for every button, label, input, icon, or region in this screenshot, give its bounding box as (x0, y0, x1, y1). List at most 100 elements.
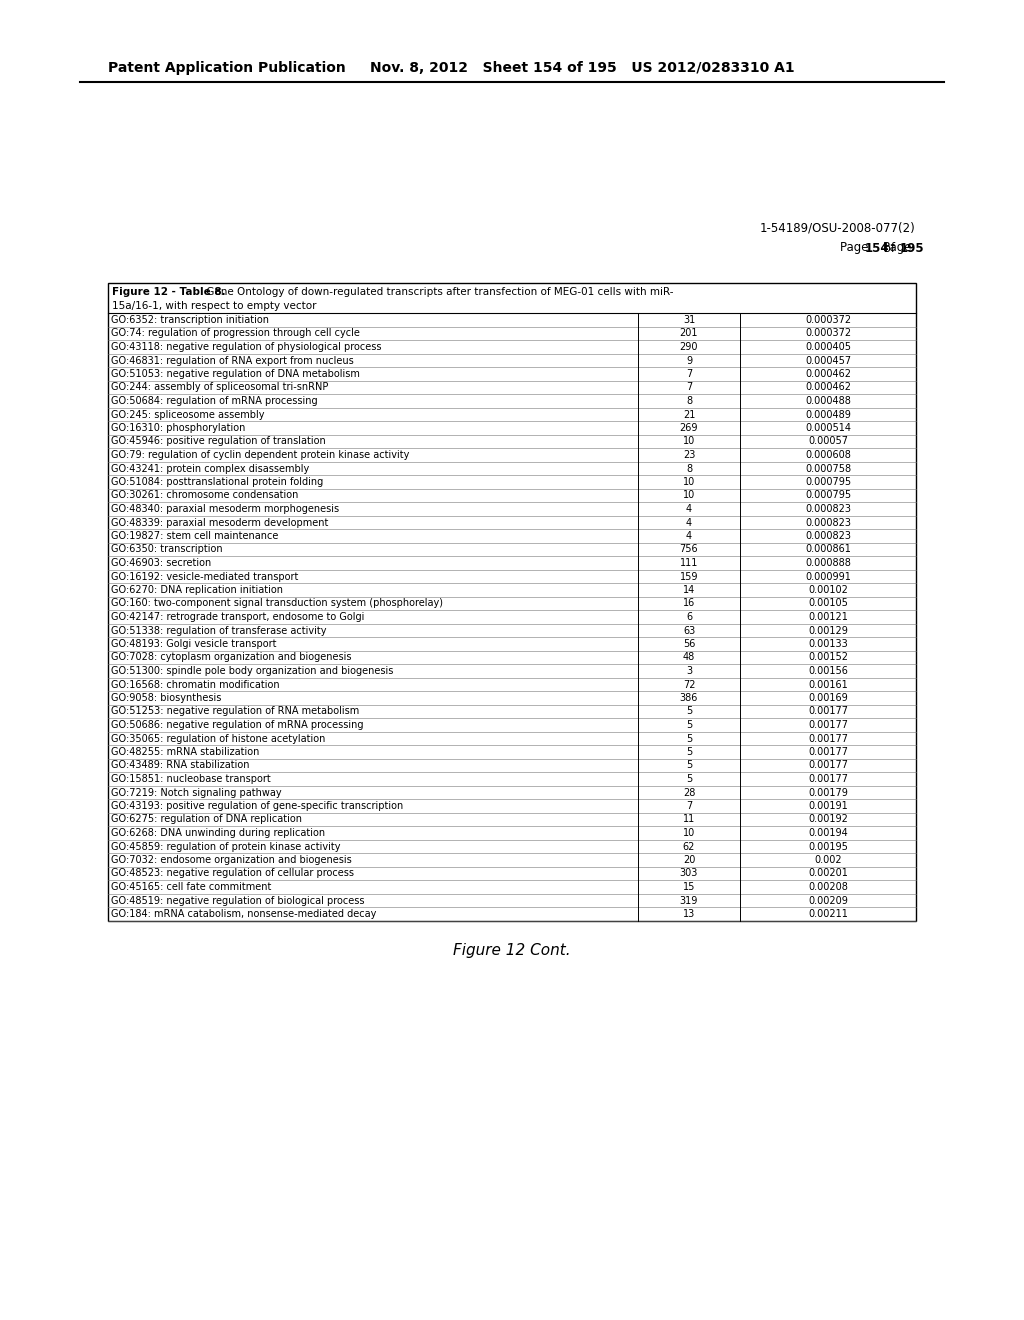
Text: 0.00177: 0.00177 (808, 734, 848, 743)
Text: GO:48255: mRNA stabilization: GO:48255: mRNA stabilization (111, 747, 259, 756)
Text: 0.000861: 0.000861 (805, 544, 851, 554)
Text: 5: 5 (686, 734, 692, 743)
Text: 0.00194: 0.00194 (808, 828, 848, 838)
Text: 7: 7 (686, 370, 692, 379)
Text: 0.00105: 0.00105 (808, 598, 848, 609)
Text: 756: 756 (680, 544, 698, 554)
Text: 9: 9 (686, 355, 692, 366)
Text: Gene Ontology of down-regulated transcripts after transfection of MEG-01 cells w: Gene Ontology of down-regulated transcri… (203, 286, 674, 297)
Text: 0.00201: 0.00201 (808, 869, 848, 879)
Text: GO:46831: regulation of RNA export from nucleus: GO:46831: regulation of RNA export from … (111, 355, 353, 366)
Text: 21: 21 (683, 409, 695, 420)
Text: 0.00177: 0.00177 (808, 719, 848, 730)
Text: 0.000462: 0.000462 (805, 370, 851, 379)
Text: 14: 14 (683, 585, 695, 595)
Text: 16: 16 (683, 598, 695, 609)
Text: GO:7028: cytoplasm organization and biogenesis: GO:7028: cytoplasm organization and biog… (111, 652, 351, 663)
Text: 5: 5 (686, 719, 692, 730)
Text: Patent Application Publication: Patent Application Publication (108, 61, 346, 75)
Text: 10: 10 (683, 828, 695, 838)
Text: GO:79: regulation of cyclin dependent protein kinase activity: GO:79: regulation of cyclin dependent pr… (111, 450, 410, 459)
Text: 28: 28 (683, 788, 695, 797)
Text: 0.000462: 0.000462 (805, 383, 851, 392)
Text: Figure 12 Cont.: Figure 12 Cont. (454, 942, 570, 957)
Text: 7: 7 (686, 801, 692, 810)
Text: 5: 5 (686, 760, 692, 771)
Text: 0.000888: 0.000888 (805, 558, 851, 568)
Text: 0.00177: 0.00177 (808, 774, 848, 784)
Text: 0.00161: 0.00161 (808, 680, 848, 689)
Text: 159: 159 (680, 572, 698, 582)
Text: GO:35065: regulation of histone acetylation: GO:35065: regulation of histone acetylat… (111, 734, 326, 743)
Text: GO:7219: Notch signaling pathway: GO:7219: Notch signaling pathway (111, 788, 282, 797)
Text: 0.00169: 0.00169 (808, 693, 848, 704)
Text: 0.00057: 0.00057 (808, 437, 848, 446)
Text: 0.000608: 0.000608 (805, 450, 851, 459)
Text: 13: 13 (683, 909, 695, 919)
Text: 0.00192: 0.00192 (808, 814, 848, 825)
Text: 269: 269 (680, 422, 698, 433)
Text: GO:43118: negative regulation of physiological process: GO:43118: negative regulation of physiol… (111, 342, 382, 352)
Text: 4: 4 (686, 517, 692, 528)
Text: 63: 63 (683, 626, 695, 635)
Text: GO:45946: positive regulation of translation: GO:45946: positive regulation of transla… (111, 437, 326, 446)
Text: 0.00121: 0.00121 (808, 612, 848, 622)
Text: GO:45859: regulation of protein kinase activity: GO:45859: regulation of protein kinase a… (111, 842, 341, 851)
Text: GO:16192: vesicle-mediated transport: GO:16192: vesicle-mediated transport (111, 572, 298, 582)
Text: 10: 10 (683, 437, 695, 446)
Text: 48: 48 (683, 652, 695, 663)
Text: GO:48193: Golgi vesicle transport: GO:48193: Golgi vesicle transport (111, 639, 276, 649)
Text: GO:51300: spindle pole body organization and biogenesis: GO:51300: spindle pole body organization… (111, 667, 393, 676)
Text: Page: Page (840, 242, 872, 255)
Text: 0.00133: 0.00133 (808, 639, 848, 649)
Text: 0.00179: 0.00179 (808, 788, 848, 797)
Text: GO:51084: posttranslational protein folding: GO:51084: posttranslational protein fold… (111, 477, 324, 487)
Text: GO:19827: stem cell maintenance: GO:19827: stem cell maintenance (111, 531, 279, 541)
Text: 0.000405: 0.000405 (805, 342, 851, 352)
Text: 15: 15 (683, 882, 695, 892)
Text: GO:48519: negative regulation of biological process: GO:48519: negative regulation of biologi… (111, 895, 365, 906)
Text: 111: 111 (680, 558, 698, 568)
Text: 154: 154 (865, 242, 890, 255)
Text: 0.000823: 0.000823 (805, 517, 851, 528)
Text: GO:6270: DNA replication initiation: GO:6270: DNA replication initiation (111, 585, 283, 595)
Text: 8: 8 (686, 396, 692, 407)
Text: 23: 23 (683, 450, 695, 459)
Text: 1-54189/OSU-2008-077(2): 1-54189/OSU-2008-077(2) (759, 222, 915, 235)
Text: 195: 195 (900, 242, 925, 255)
Text: GO:51338: regulation of transferase activity: GO:51338: regulation of transferase acti… (111, 626, 327, 635)
Text: GO:51253: negative regulation of RNA metabolism: GO:51253: negative regulation of RNA met… (111, 706, 359, 717)
Bar (108, 282, 916, 920)
Text: GO:7032: endosome organization and biogenesis: GO:7032: endosome organization and bioge… (111, 855, 352, 865)
Text: of: of (880, 242, 899, 255)
Text: 201: 201 (680, 329, 698, 338)
Text: 10: 10 (683, 491, 695, 500)
Text: 11: 11 (683, 814, 695, 825)
Text: 0.00177: 0.00177 (808, 747, 848, 756)
Text: 62: 62 (683, 842, 695, 851)
Text: GO:42147: retrograde transport, endosome to Golgi: GO:42147: retrograde transport, endosome… (111, 612, 365, 622)
Text: GO:16310: phosphorylation: GO:16310: phosphorylation (111, 422, 246, 433)
Text: GO:48339: paraxial mesoderm development: GO:48339: paraxial mesoderm development (111, 517, 329, 528)
Text: GO:43489: RNA stabilization: GO:43489: RNA stabilization (111, 760, 250, 771)
Text: 0.00195: 0.00195 (808, 842, 848, 851)
Text: 4: 4 (686, 504, 692, 513)
Text: GO:6275: regulation of DNA replication: GO:6275: regulation of DNA replication (111, 814, 302, 825)
Text: Figure 12 - Table 8.: Figure 12 - Table 8. (112, 286, 225, 297)
Text: GO:48340: paraxial mesoderm morphogenesis: GO:48340: paraxial mesoderm morphogenesi… (111, 504, 339, 513)
Text: 290: 290 (680, 342, 698, 352)
Text: GO:50684: regulation of mRNA processing: GO:50684: regulation of mRNA processing (111, 396, 317, 407)
Text: 0.00211: 0.00211 (808, 909, 848, 919)
Text: 10: 10 (683, 477, 695, 487)
Text: GO:160: two-component signal transduction system (phosphorelay): GO:160: two-component signal transductio… (111, 598, 443, 609)
Text: 0.000991: 0.000991 (805, 572, 851, 582)
Text: 0.002: 0.002 (814, 855, 842, 865)
Text: 0.00209: 0.00209 (808, 895, 848, 906)
Text: 6: 6 (686, 612, 692, 622)
Text: GO:43193: positive regulation of gene-specific transcription: GO:43193: positive regulation of gene-sp… (111, 801, 403, 810)
Text: 0.000372: 0.000372 (805, 315, 851, 325)
Text: GO:6350: transcription: GO:6350: transcription (111, 544, 222, 554)
Text: GO:30261: chromosome condensation: GO:30261: chromosome condensation (111, 491, 298, 500)
Text: GO:184: mRNA catabolism, nonsense-mediated decay: GO:184: mRNA catabolism, nonsense-mediat… (111, 909, 377, 919)
Text: 5: 5 (686, 706, 692, 717)
